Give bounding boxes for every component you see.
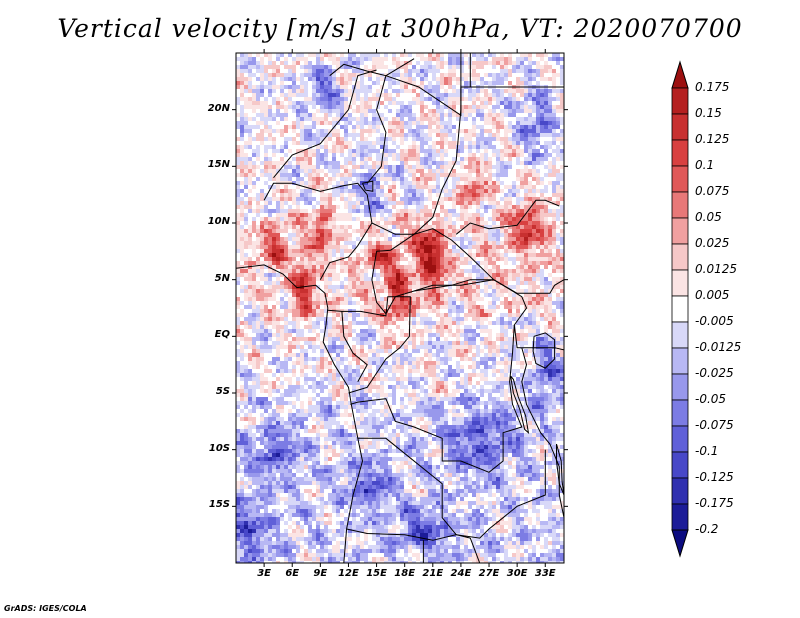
- axis-ticks: [232, 49, 568, 567]
- colorbar-tick-label: -0.005: [695, 314, 734, 328]
- colorbar-tick-label: -0.025: [695, 366, 734, 380]
- colorbar-bottom-arrow: [671, 529, 689, 558]
- lon-tick-label: 9E: [313, 568, 328, 579]
- lon-tick-label: 15E: [366, 568, 387, 579]
- colorbar-tick-label: 0.05: [695, 210, 722, 224]
- colorbar-segment: [671, 295, 689, 323]
- colorbar-tick-label: -0.075: [695, 418, 734, 432]
- lat-tick-label: 10N: [207, 216, 230, 227]
- lon-tick-label: 24E: [450, 568, 472, 579]
- vertical-velocity-field: [236, 53, 564, 563]
- lon-tick-label: 33E: [534, 568, 556, 579]
- map-title: Vertical velocity [m/s] at 300hPa, VT: 2…: [57, 14, 743, 43]
- colorbar-segment: [671, 451, 689, 479]
- colorbar-segment: [671, 347, 689, 375]
- colorbar-segment: [671, 373, 689, 401]
- lat-tick-label: EQ: [214, 329, 230, 341]
- colorbar-segment: [671, 269, 689, 297]
- software-credit: GrADS: IGES/COLA: [4, 604, 87, 613]
- colorbar-tick-label: -0.05: [695, 392, 727, 406]
- lat-tick-label: 15S: [208, 499, 230, 511]
- lon-tick-label: 18E: [394, 568, 416, 579]
- colorbar-tick-label: -0.0125: [695, 340, 742, 354]
- colorbar-tick-label: 0.1: [695, 158, 715, 172]
- colorbar-top-arrow: [671, 60, 689, 89]
- colorbar-tick-label: 0.075: [695, 184, 730, 198]
- colorbar-segment: [671, 503, 689, 531]
- colorbar-tick-label: -0.175: [695, 496, 734, 510]
- lon-tick-label: 30E: [506, 568, 528, 579]
- colorbar-segment: [671, 321, 689, 349]
- lat-tick-label: 15N: [207, 159, 230, 171]
- colorbar-tick-label: 0.125: [695, 132, 730, 146]
- lat-tick-label: 5S: [215, 386, 230, 397]
- lon-tick-label: 21E: [422, 568, 444, 579]
- colorbar-tick-label: -0.125: [695, 470, 734, 484]
- colorbar-tick-label: 0.15: [695, 106, 722, 120]
- lon-tick-label: 12E: [338, 568, 359, 579]
- lat-tick-label: 5N: [214, 272, 230, 284]
- colorbar-segment: [671, 191, 689, 219]
- lon-tick-label: 6E: [285, 568, 300, 579]
- colorbar-segment: [671, 425, 689, 453]
- colorbar-tick-label: 0.005: [695, 288, 730, 302]
- colorbar-tick-label: 0.0125: [695, 262, 737, 276]
- colorbar-segment: [671, 399, 689, 427]
- colorbar-tick-label: 0.175: [695, 80, 730, 94]
- colorbar-segment: [671, 477, 689, 505]
- lon-tick-label: 27E: [478, 568, 500, 579]
- map-frame: [235, 52, 565, 564]
- colorbar-tick-label: -0.2: [695, 522, 719, 536]
- colorbar-tick-label: 0.025: [695, 236, 730, 250]
- lat-tick-label: 10S: [208, 442, 230, 454]
- lon-tick-label: 3E: [257, 568, 271, 579]
- colorbar-segment: [671, 113, 689, 141]
- lat-tick-label: 20N: [207, 102, 230, 114]
- colorbar-segment: [671, 217, 689, 245]
- colorbar-segment: [671, 139, 689, 167]
- colorbar-tick-label: -0.1: [695, 444, 719, 458]
- colorbar: [671, 60, 689, 558]
- colorbar-segment: [671, 243, 689, 271]
- colorbar-segment: [671, 87, 689, 115]
- colorbar-segment: [671, 165, 689, 193]
- country-borders: [236, 53, 564, 563]
